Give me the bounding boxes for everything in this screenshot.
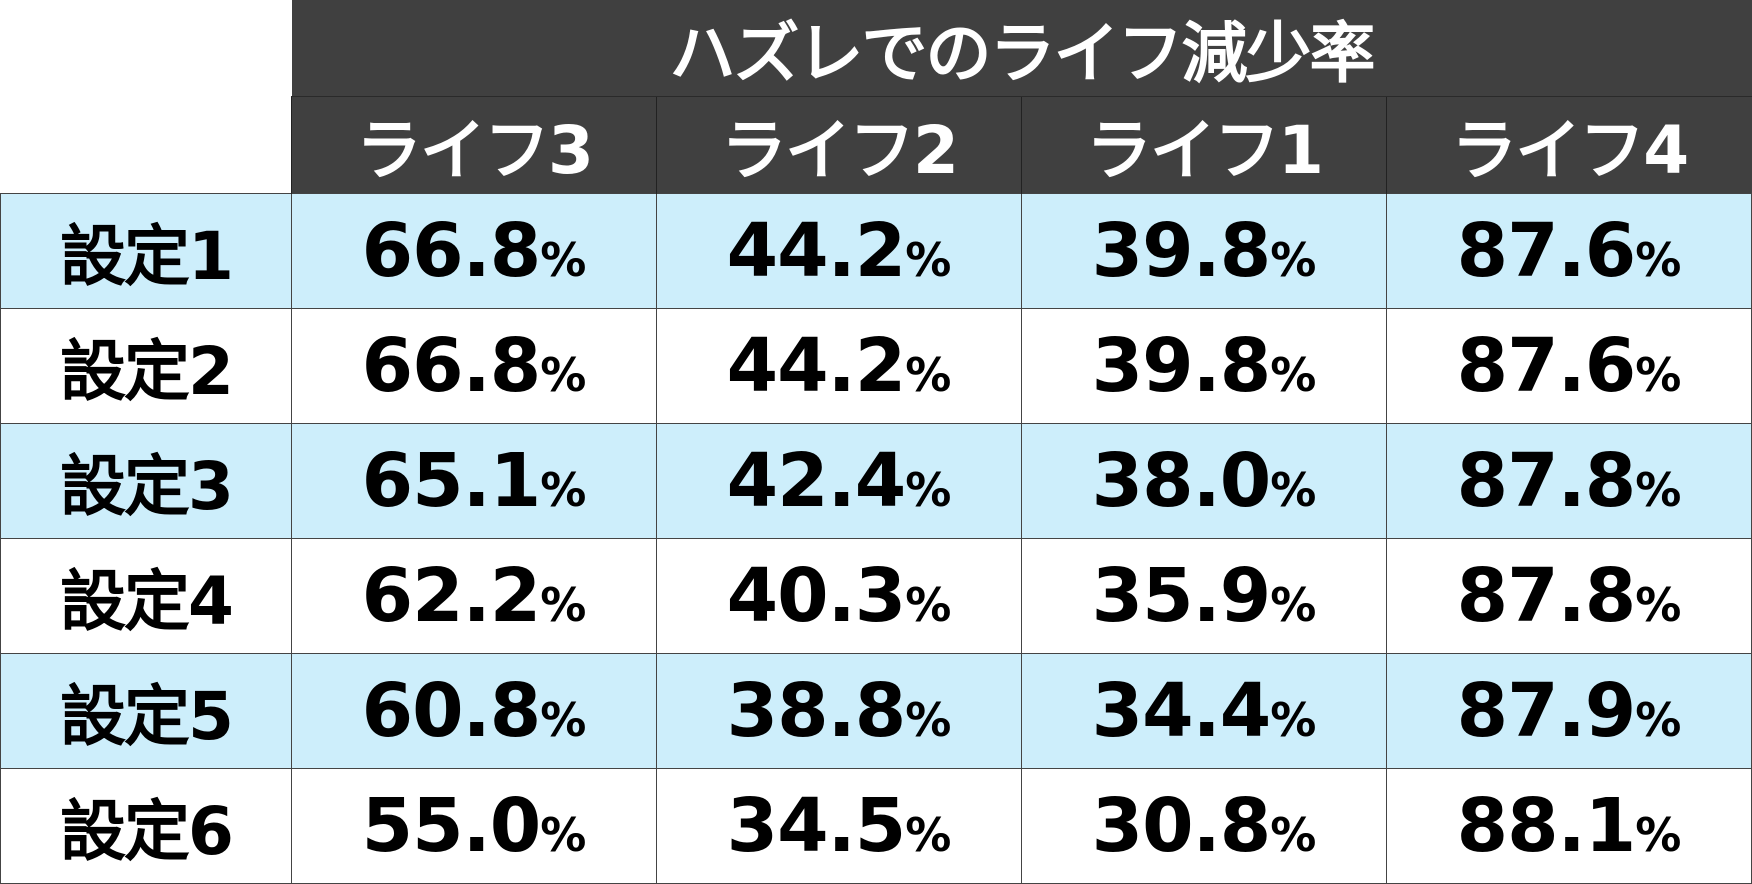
percent-unit: % — [1270, 463, 1317, 517]
value-cell: 35.9% — [1021, 538, 1387, 654]
percent-unit: % — [905, 463, 952, 517]
value-number: 35.9 — [1091, 553, 1272, 639]
row-label: 設定1 — [0, 193, 292, 309]
value-cell: 39.8% — [1021, 308, 1387, 424]
value-number: 34.4 — [1091, 668, 1272, 754]
value-number: 38.0 — [1091, 438, 1272, 524]
value-cell: 44.2% — [656, 193, 1022, 309]
value-number: 62.2 — [361, 553, 542, 639]
percent-unit: % — [905, 233, 952, 287]
value-cell: 65.1% — [291, 423, 657, 539]
value-number: 40.3 — [726, 553, 907, 639]
percent-unit: % — [905, 693, 952, 747]
value-number: 38.8 — [726, 668, 907, 754]
percent-unit: % — [540, 693, 587, 747]
value-number: 39.8 — [1091, 323, 1272, 409]
value-number: 87.8 — [1456, 553, 1637, 639]
table-corner — [0, 0, 292, 194]
column-header: ライフ4 — [1386, 96, 1752, 194]
table-body: 設定1 66.8% 44.2% 39.8% 87.6% 設定2 66.8% 44.2% 39.8… — [0, 193, 1752, 884]
table-row: 設定4 62.2% 40.3% 35.9% 87.8% — [0, 538, 1752, 654]
value-cell: 87.6% — [1386, 193, 1752, 309]
value-cell: 66.8% — [291, 308, 657, 424]
value-number: 87.6 — [1456, 208, 1637, 294]
row-label: 設定6 — [0, 768, 292, 884]
value-number: 42.4 — [726, 438, 907, 524]
percent-unit: % — [1635, 348, 1682, 402]
percent-unit: % — [1635, 693, 1682, 747]
value-cell: 87.9% — [1386, 653, 1752, 769]
row-label: 設定2 — [0, 308, 292, 424]
value-cell: 87.6% — [1386, 308, 1752, 424]
table-row: 設定1 66.8% 44.2% 39.8% 87.6% — [0, 193, 1752, 309]
table-row: 設定5 60.8% 38.8% 34.4% 87.9% — [0, 653, 1752, 769]
row-label: 設定4 — [0, 538, 292, 654]
percent-unit: % — [1270, 578, 1317, 632]
value-number: 87.9 — [1456, 668, 1637, 754]
value-number: 87.8 — [1456, 438, 1637, 524]
row-label: 設定5 — [0, 653, 292, 769]
value-number: 87.6 — [1456, 323, 1637, 409]
percent-unit: % — [1270, 233, 1317, 287]
value-cell: 62.2% — [291, 538, 657, 654]
percent-unit: % — [540, 233, 587, 287]
value-cell: 87.8% — [1386, 423, 1752, 539]
table-row: 設定6 55.0% 34.5% 30.8% 88.1% — [0, 768, 1752, 884]
column-header: ライフ1 — [1021, 96, 1387, 194]
percent-unit: % — [905, 348, 952, 402]
percent-unit: % — [1270, 808, 1317, 862]
value-cell: 30.8% — [1021, 768, 1387, 884]
percent-unit: % — [1270, 693, 1317, 747]
table-row: 設定2 66.8% 44.2% 39.8% 87.6% — [0, 308, 1752, 424]
value-number: 39.8 — [1091, 208, 1272, 294]
value-number: 55.0 — [361, 783, 542, 869]
value-number: 30.8 — [1091, 783, 1272, 869]
percent-unit: % — [540, 808, 587, 862]
value-cell: 34.4% — [1021, 653, 1387, 769]
percent-unit: % — [1635, 463, 1682, 517]
value-cell: 44.2% — [656, 308, 1022, 424]
table-row: 設定3 65.1% 42.4% 38.0% 87.8% — [0, 423, 1752, 539]
column-header: ライフ2 — [656, 96, 1022, 194]
percent-unit: % — [905, 808, 952, 862]
value-number: 65.1 — [361, 438, 542, 524]
percent-unit: % — [905, 578, 952, 632]
value-cell: 87.8% — [1386, 538, 1752, 654]
value-cell: 40.3% — [656, 538, 1022, 654]
column-header: ライフ3 — [291, 96, 657, 194]
percent-unit: % — [1635, 233, 1682, 287]
percent-unit: % — [1270, 348, 1317, 402]
value-cell: 39.8% — [1021, 193, 1387, 309]
value-cell: 34.5% — [656, 768, 1022, 884]
value-number: 66.8 — [361, 323, 542, 409]
value-number: 60.8 — [361, 668, 542, 754]
value-number: 66.8 — [361, 208, 542, 294]
table-title: ハズレでのライフ減少率 — [291, 0, 1752, 97]
value-cell: 60.8% — [291, 653, 657, 769]
value-number: 88.1 — [1456, 783, 1637, 869]
percent-unit: % — [540, 348, 587, 402]
percent-unit: % — [1635, 578, 1682, 632]
value-number: 44.2 — [726, 323, 907, 409]
value-cell: 88.1% — [1386, 768, 1752, 884]
percent-unit: % — [540, 463, 587, 517]
percent-unit: % — [1635, 808, 1682, 862]
value-number: 44.2 — [726, 208, 907, 294]
value-cell: 66.8% — [291, 193, 657, 309]
value-cell: 42.4% — [656, 423, 1022, 539]
percent-unit: % — [540, 578, 587, 632]
row-label: 設定3 — [0, 423, 292, 539]
value-number: 34.5 — [726, 783, 907, 869]
value-cell: 55.0% — [291, 768, 657, 884]
value-cell: 38.8% — [656, 653, 1022, 769]
value-cell: 38.0% — [1021, 423, 1387, 539]
